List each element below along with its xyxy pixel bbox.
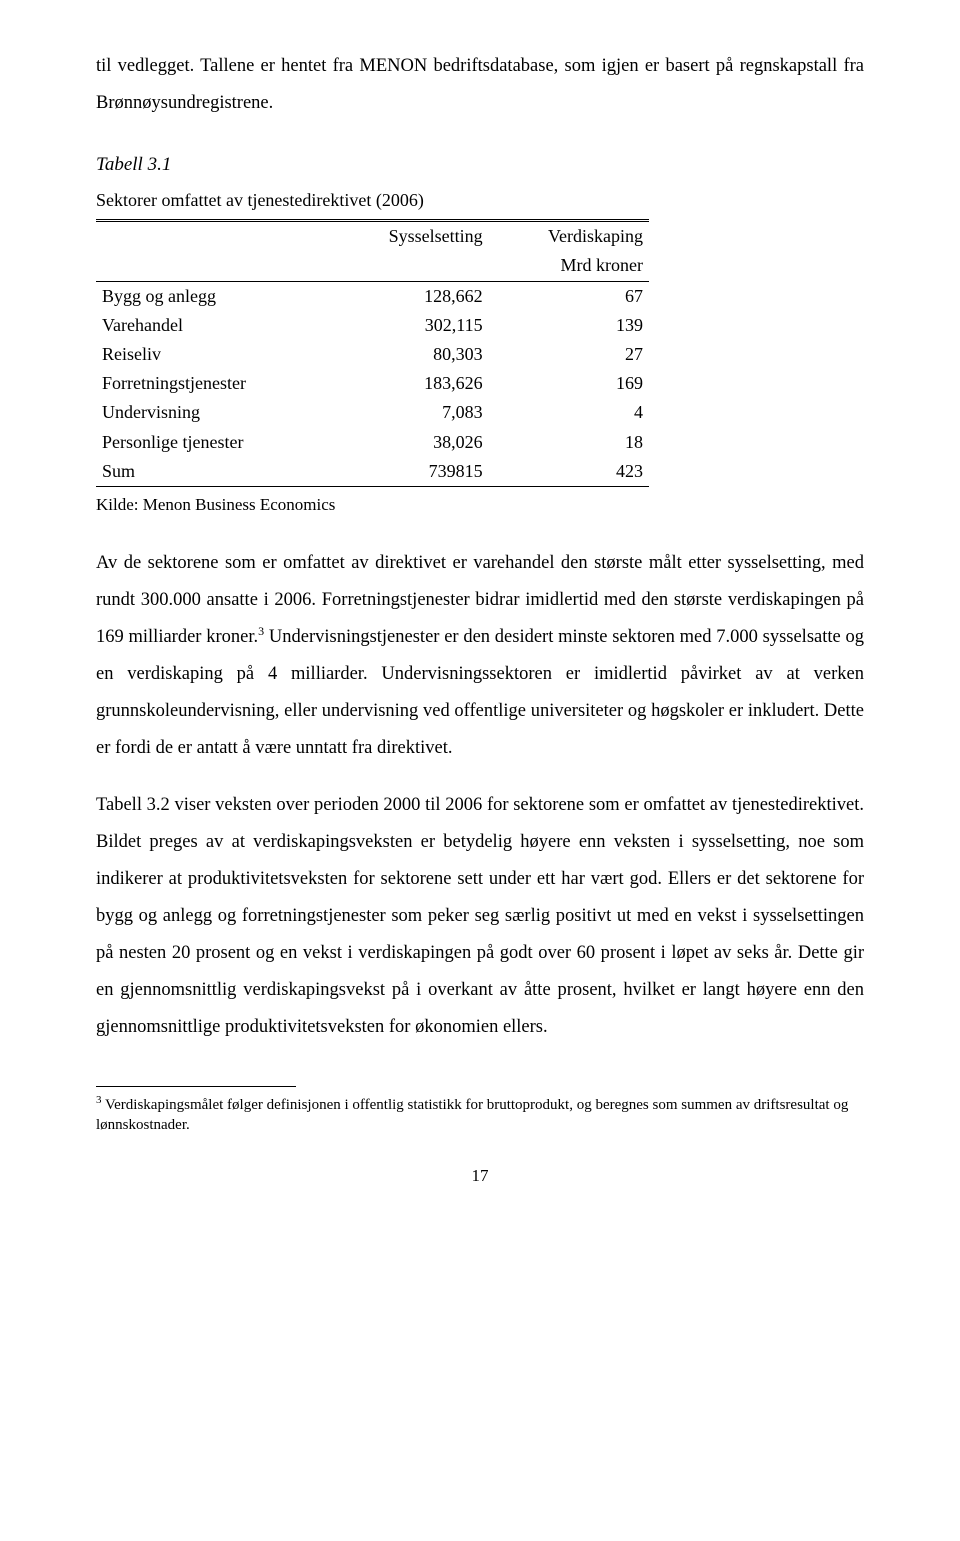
row-c1: 38,026 — [330, 428, 489, 457]
table-title: Tabell 3.1 — [96, 146, 864, 184]
footnote-text: 3 Verdiskapingsmålet følger definisjonen… — [96, 1093, 864, 1136]
table-row: Personlige tjenester 38,026 18 — [96, 428, 649, 457]
table-row: Varehandel 302,115 139 — [96, 311, 649, 340]
footnote-separator-icon — [96, 1086, 296, 1087]
table-row: Undervisning 7,083 4 — [96, 398, 649, 427]
row-c1: 80,303 — [330, 340, 489, 369]
row-c1: 739815 — [330, 457, 489, 487]
page-number: 17 — [96, 1159, 864, 1193]
col-header-1: Sysselsetting — [330, 221, 489, 252]
body-paragraph-2: Tabell 3.2 viser veksten over perioden 2… — [96, 787, 864, 1046]
table-subtitle: Sektorer omfattet av tjenestedirektivet … — [96, 188, 864, 213]
row-label: Varehandel — [96, 311, 330, 340]
row-label: Forretningstjenester — [96, 369, 330, 398]
row-c2: 67 — [489, 281, 649, 311]
row-c1: 7,083 — [330, 398, 489, 427]
row-c1: 183,626 — [330, 369, 489, 398]
row-label: Undervisning — [96, 398, 330, 427]
row-c2: 423 — [489, 457, 649, 487]
intro-paragraph: til vedlegget. Tallene er hentet fra MEN… — [96, 48, 864, 122]
row-c1: 128,662 — [330, 281, 489, 311]
row-c2: 139 — [489, 311, 649, 340]
row-c1: 302,115 — [330, 311, 489, 340]
table-row: Reiseliv 80,303 27 — [96, 340, 649, 369]
table-row: Forretningstjenester 183,626 169 — [96, 369, 649, 398]
row-c2: 18 — [489, 428, 649, 457]
row-label: Personlige tjenester — [96, 428, 330, 457]
body-paragraph-1: Av de sektorene som er omfattet av direk… — [96, 545, 864, 767]
table-source: Kilde: Menon Business Economics — [96, 493, 864, 517]
data-table: Sysselsetting Verdiskaping Mrd kroner By… — [96, 219, 649, 487]
col-unit-2: Mrd kroner — [489, 251, 649, 281]
row-label: Reiseliv — [96, 340, 330, 369]
row-label: Bygg og anlegg — [96, 281, 330, 311]
col-header-2: Verdiskaping — [489, 221, 649, 252]
row-c2: 27 — [489, 340, 649, 369]
row-label: Sum — [96, 457, 330, 487]
table-row-sum: Sum 739815 423 — [96, 457, 649, 487]
table-row: Bygg og anlegg 128,662 67 — [96, 281, 649, 311]
row-c2: 169 — [489, 369, 649, 398]
row-c2: 4 — [489, 398, 649, 427]
